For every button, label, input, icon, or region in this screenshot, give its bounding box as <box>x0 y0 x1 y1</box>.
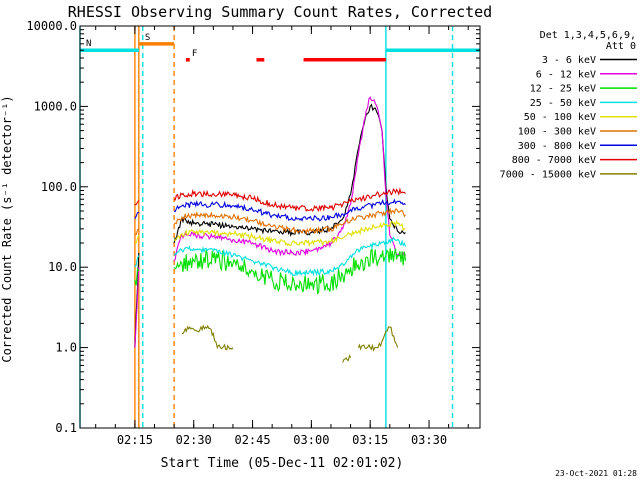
series-line <box>173 96 406 262</box>
series-line <box>173 207 406 236</box>
series-line <box>134 228 140 236</box>
series-line <box>134 211 139 220</box>
series-line <box>134 234 140 244</box>
legend-label: 3 - 6 keV <box>542 55 596 66</box>
y-tick-label: 1.0 <box>55 341 77 355</box>
legend-header: Att 0 <box>606 41 636 52</box>
x-tick-label: 02:30 <box>176 433 212 447</box>
footer-date: 23-Oct-2021 01:28 <box>555 469 637 478</box>
x-tick-label: 03:30 <box>411 433 447 447</box>
y-tick-label: 10000.0 <box>26 19 77 33</box>
series-line <box>134 200 140 206</box>
series-line <box>134 267 140 348</box>
legend: Det 1,3,4,5,6,9,Att 0 3 - 6 keV 6 - 12 keV… <box>500 30 637 180</box>
legend-label: 7000 - 15000 keV <box>500 169 596 180</box>
y-axis-label: Corrected Count Rate (s⁻¹ detector⁻¹) <box>0 95 14 362</box>
series-line <box>173 103 406 244</box>
series-line <box>173 187 406 212</box>
series-line <box>134 255 140 268</box>
series-line <box>342 354 352 363</box>
plot-frame <box>79 25 481 429</box>
series-line <box>173 247 407 295</box>
flag-label: N <box>86 39 91 49</box>
series-line <box>173 236 407 277</box>
legend-label: 800 - 7000 keV <box>512 155 596 166</box>
series-line <box>173 198 406 222</box>
legend-label: 12 - 25 keV <box>530 84 596 95</box>
legend-label: 50 - 100 keV <box>524 112 596 123</box>
legend-label: 300 - 800 keV <box>518 141 596 152</box>
legend-label: 100 - 300 keV <box>518 127 596 138</box>
series-line <box>182 324 234 351</box>
flag-label: S <box>145 33 150 43</box>
y-tick-label: 10.0 <box>48 260 77 274</box>
y-tick-label: 1000.0 <box>34 99 77 113</box>
series-line <box>357 326 399 352</box>
x-tick-label: 02:15 <box>117 433 153 447</box>
flag-label: F <box>192 49 197 59</box>
y-tick-label: 0.1 <box>55 421 77 435</box>
x-axis-label: Start Time (05-Dec-11 02:01:02) <box>161 456 404 471</box>
x-tick-label: 03:15 <box>352 433 388 447</box>
legend-label: 25 - 50 keV <box>530 98 596 109</box>
ticks-layer: 0.1 1.0 10.0 100.0 1000.0 10000.0 02:15 02:30 02… <box>26 19 480 447</box>
data-layer: S N F <box>79 26 480 428</box>
x-tick-label: 03:00 <box>293 433 329 447</box>
legend-label: 6 - 12 keV <box>536 69 596 80</box>
legend-header: Det 1,3,4,5,6,9, <box>540 30 636 41</box>
x-tick-label: 02:45 <box>234 433 270 447</box>
chart-title: RHESSI Observing Summary Count Rates, Co… <box>68 3 492 21</box>
series-line <box>134 267 140 286</box>
y-tick-label: 100.0 <box>41 180 77 194</box>
series-line <box>173 219 406 248</box>
